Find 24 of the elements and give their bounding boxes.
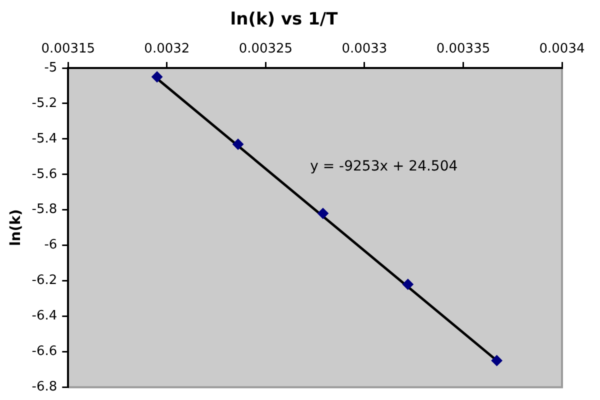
y-tick-label: -5.8 <box>32 202 58 218</box>
point <box>232 138 244 150</box>
chart-title: ln(k) vs 1/T <box>230 10 338 30</box>
y-tick-label: -6 <box>44 238 58 253</box>
point <box>152 71 163 82</box>
y-tick-label: -6.4 <box>32 308 58 324</box>
x-tick-label: 0.0034 <box>539 42 585 57</box>
x-tick-label: 0.0033 <box>342 42 388 57</box>
y-tick-label: -5 <box>44 60 58 76</box>
y-tick-label: -6.8 <box>32 380 58 395</box>
y-tick-label: -6.2 <box>32 273 58 288</box>
point <box>317 208 328 219</box>
x-tick-label: 0.00315 <box>41 42 96 57</box>
x-tick-label: 0.00325 <box>238 42 293 57</box>
y-tick-label: -5.4 <box>32 131 58 146</box>
y-axis-title: ln(k) <box>8 209 24 246</box>
point <box>491 355 502 366</box>
x-tick-label: 0.00335 <box>436 42 490 57</box>
annotation: y = -9253x + 24.504 <box>310 158 458 175</box>
y-tick-label: -5.6 <box>32 166 58 182</box>
y-tick-label: -6.6 <box>32 344 58 360</box>
x-tick-label: 0.0032 <box>144 42 190 57</box>
point <box>402 278 414 290</box>
y-tick-label: -5.2 <box>32 96 58 111</box>
